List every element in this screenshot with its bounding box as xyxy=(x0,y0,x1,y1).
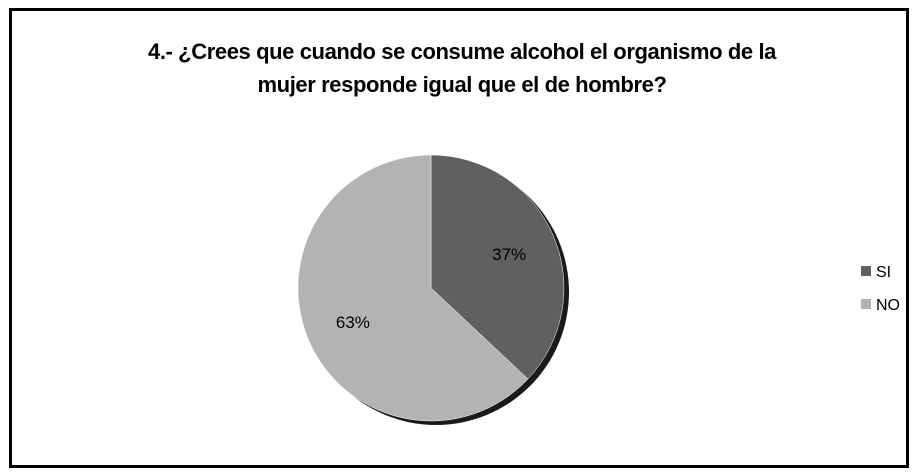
data-label-si: 37% xyxy=(492,245,526,264)
pie-slice-si xyxy=(430,154,565,380)
pie-slice-no xyxy=(297,154,529,422)
legend: SI NO xyxy=(861,264,900,314)
legend-swatch-no xyxy=(861,299,871,309)
legend-label-no: NO xyxy=(876,297,900,314)
data-label-no: 63% xyxy=(336,313,370,332)
chart-title-line-1: 4.- ¿Crees que cuando se consume alcohol… xyxy=(147,39,777,64)
legend-swatch-si xyxy=(861,266,871,276)
chart-title: 4.- ¿Crees que cuando se consume alcohol… xyxy=(32,35,892,101)
chart-title-line-2: mujer responde igual que el de hombre? xyxy=(257,72,667,97)
legend-label-si: SI xyxy=(876,264,891,281)
pie-layer: 37% 63% xyxy=(297,154,569,425)
